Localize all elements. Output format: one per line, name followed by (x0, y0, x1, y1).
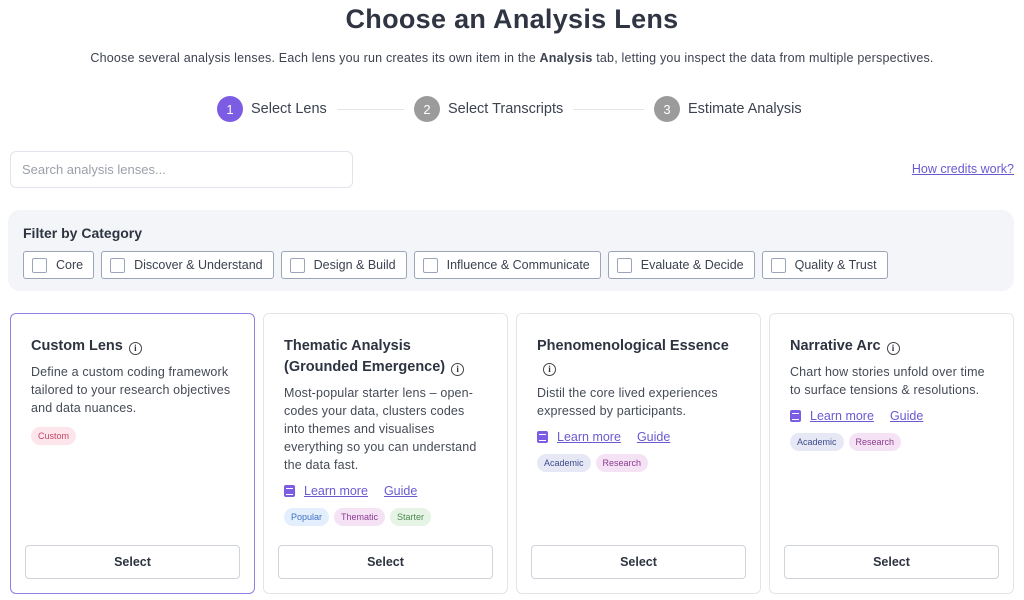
select-button[interactable]: Select (784, 545, 999, 579)
info-icon[interactable]: i (451, 363, 465, 376)
card-tags: Academic Research (790, 433, 993, 451)
credits-link[interactable]: How credits work? (911, 162, 1014, 176)
category-label: Quality & Trust (794, 258, 877, 272)
card-tags: Popular Thematic Starter (284, 508, 487, 526)
card-title-text: Thematic Analysis (Grounded Emergence) (284, 338, 446, 375)
lens-card[interactable]: Custom Lens i Define a custom coding frame… (10, 313, 255, 594)
step: 1 Select Lens (217, 96, 327, 122)
category-checkbox[interactable]: Core (23, 251, 95, 279)
card-description: Chart how stories unfold over time to su… (790, 365, 985, 397)
checkbox (289, 257, 305, 273)
category-label: Discover & Understand (134, 258, 263, 272)
step-label: Select Lens (251, 101, 327, 117)
category-checkbox[interactable]: Quality & Trust (761, 251, 888, 279)
step-number: 3 (654, 96, 680, 122)
card-link[interactable]: Guide (383, 484, 418, 498)
card-title: Narrative Arc i (790, 336, 993, 357)
info-icon[interactable]: i (128, 342, 142, 355)
step-number: 2 (414, 96, 440, 122)
step-connector (337, 109, 404, 110)
tag: Research (595, 454, 649, 472)
step-connector (573, 109, 644, 110)
category-label: Evaluate & Decide (640, 258, 744, 272)
tag: Starter (390, 508, 432, 526)
select-button[interactable]: Select (25, 545, 240, 579)
lens-cards: Custom Lens i Define a custom coding frame… (10, 313, 1014, 594)
card-title: Thematic Analysis (Grounded Emergence) i (284, 336, 487, 378)
card-title-text: Narrative Arc (790, 338, 881, 354)
checkbox (110, 257, 126, 273)
description-part: Choose several analysis lenses. Each len… (90, 51, 540, 65)
step: 2 Select Transcripts (414, 96, 563, 122)
step: 3 Estimate Analysis (654, 96, 802, 122)
card-links: Learn more Guide (790, 409, 993, 423)
page-title: Choose an Analysis Lens (345, 4, 679, 34)
tag: Academic (537, 454, 591, 472)
select-button[interactable]: Select (278, 545, 493, 579)
card-title-text: Phenomenological Essence (537, 338, 729, 354)
card-title: Custom Lens i (31, 336, 234, 357)
checkbox (32, 257, 47, 273)
filter-panel: Filter by Category Core Discover & Unders… (8, 210, 1014, 291)
select-button[interactable]: Select (531, 545, 746, 579)
tag: Popular (284, 508, 330, 526)
lens-card[interactable]: Phenomenological Essence i Distil the core… (516, 313, 761, 594)
category-checkbox[interactable]: Design & Build (280, 251, 407, 279)
card-tags: Academic Research (537, 454, 740, 472)
filter-title: Filter by Category (23, 225, 143, 241)
description: Choose several analysis lenses. Each len… (0, 51, 1024, 65)
description-part: tab, letting you inspect the data from m… (592, 51, 934, 65)
doc-icon (284, 485, 295, 497)
step-label: Select Transcripts (448, 101, 564, 117)
card-tags: Custom (31, 427, 234, 445)
checkbox (616, 257, 632, 273)
search-placeholder: Search analysis lenses... (22, 162, 166, 177)
info-icon[interactable]: i (543, 363, 556, 376)
stepper: 1 Select Lens 2 Select Transcripts 3 Estimate… (0, 96, 1024, 122)
tag: Custom (31, 427, 77, 445)
doc-icon (790, 410, 801, 422)
filter-chips: Core Discover & Understand Design & Build I… (23, 251, 999, 279)
description-part: Analysis (539, 51, 593, 65)
doc-icon (537, 431, 548, 443)
tag: Thematic (334, 508, 386, 526)
card-links: Learn more Guide (537, 430, 740, 444)
checkbox (770, 257, 786, 273)
card-link[interactable]: Guide (889, 409, 924, 423)
search-input[interactable]: Search analysis lenses... (10, 151, 353, 188)
tag: Research (848, 433, 902, 451)
card-link[interactable]: Learn more (810, 409, 874, 423)
category-checkbox[interactable]: Evaluate & Decide (607, 251, 755, 279)
category-checkbox[interactable]: Influence & Communicate (413, 251, 601, 279)
step-label: Estimate Analysis (688, 101, 802, 117)
category-label: Design & Build (313, 258, 396, 272)
step-number: 1 (217, 96, 243, 122)
card-link[interactable]: Learn more (304, 484, 368, 498)
card-link[interactable]: Guide (636, 430, 671, 444)
card-title-text: Custom Lens (31, 338, 123, 354)
card-links: Learn more Guide (284, 484, 487, 498)
card-title: Phenomenological Essence i (537, 336, 740, 378)
card-description: Distil the core lived experiences expres… (537, 386, 718, 418)
tag: Academic (790, 433, 844, 451)
category-checkbox[interactable]: Discover & Understand (101, 251, 274, 279)
category-label: Core (56, 258, 84, 272)
checkbox (422, 257, 438, 273)
lens-card[interactable]: Narrative Arc i Chart how stories unfold o… (769, 313, 1014, 594)
lens-card[interactable]: Thematic Analysis (Grounded Emergence) i M… (263, 313, 508, 594)
info-icon[interactable]: i (886, 342, 900, 355)
category-label: Influence & Communicate (446, 258, 590, 272)
card-link[interactable]: Learn more (557, 430, 621, 444)
card-description: Define a custom coding framework tailore… (31, 365, 231, 415)
card-description: Most-popular starter lens – open-codes y… (284, 386, 477, 472)
